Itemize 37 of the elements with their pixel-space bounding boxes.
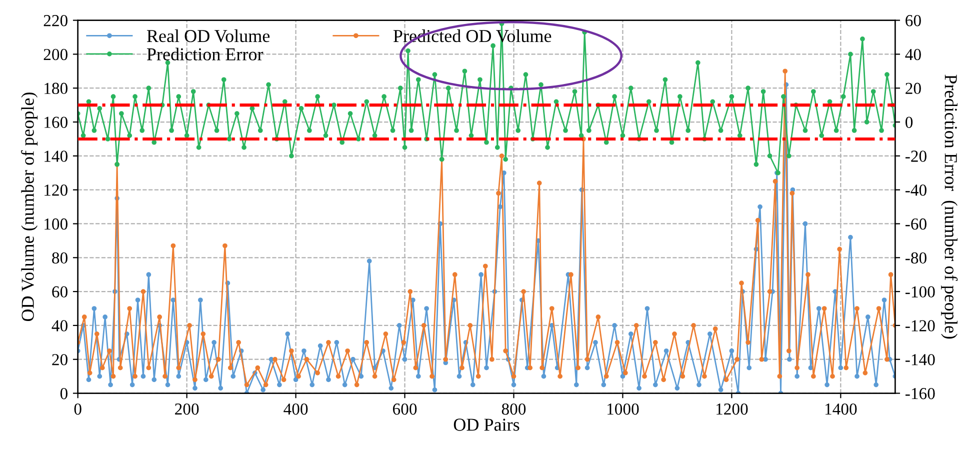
y-tick-label: 100 (44, 218, 68, 230)
y-tick-label: 200 (44, 48, 68, 60)
x-tick-label: 400 (284, 403, 308, 415)
y-tick-label: 80 (52, 252, 68, 264)
y-tick-label: 120 (44, 184, 68, 196)
x-tick-label: 600 (392, 403, 417, 415)
y-tick-label: 160 (44, 116, 68, 128)
x-tick-label: 800 (502, 403, 526, 415)
y-tick-label: 180 (44, 82, 68, 94)
x-tick-label: 200 (175, 403, 199, 415)
y-axis-title: OD Volume (number of people) (21, 92, 38, 322)
legend-label: Real OD Volume (146, 29, 270, 42)
y2-tick-label: 60 (906, 14, 921, 26)
y-tick-label: 60 (52, 286, 68, 298)
y2-tick-label: 40 (905, 48, 921, 60)
y-tick-label: 0 (60, 388, 68, 400)
legend-label: Prediction Error (146, 48, 264, 60)
y2-tick-label: -40 (906, 184, 926, 196)
y2-tick-label: -120 (906, 320, 935, 332)
x-tick-label: 1200 (716, 403, 748, 415)
y2-tick-label: 20 (906, 82, 921, 94)
x-tick-label: 0 (74, 403, 82, 415)
y2-tick-label: -80 (906, 252, 926, 264)
y2-tick-label: -160 (906, 388, 935, 400)
x-tick-label: 1400 (825, 403, 857, 415)
y2-axis-title: Prediction Error (number of people) (941, 74, 958, 339)
y-tick-label: 220 (44, 14, 68, 26)
y-tick-label: 40 (52, 320, 68, 332)
x-tick-label: 1000 (608, 403, 639, 415)
y-tick-label: 140 (44, 150, 68, 162)
y2-tick-label: -100 (906, 286, 935, 298)
x-axis-title: OD Pairs (454, 418, 520, 431)
y-tick-label: 20 (52, 354, 68, 366)
y2-tick-label: -60 (906, 218, 926, 230)
y2-tick-label: -20 (906, 150, 926, 162)
y2-tick-label: -140 (906, 354, 935, 366)
y2-tick-label: 0 (906, 116, 913, 128)
